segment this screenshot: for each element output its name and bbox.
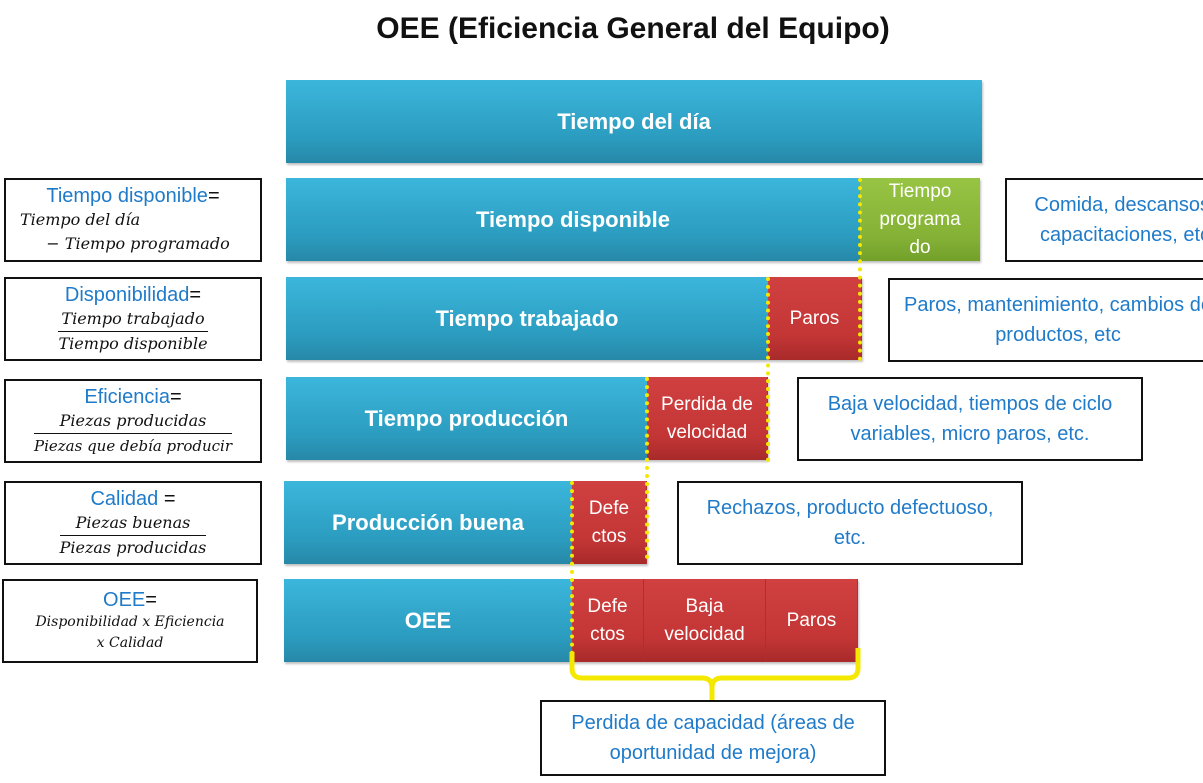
dotted-divider [645,377,649,559]
note-tiempo-programado: Comida, descansos, capacitaciones, etc [1005,178,1203,262]
bar-perdida-velocidad: Perdida de velocidad [647,377,768,460]
bar-oee-baja-velocidad: Baja velocidad [644,579,766,662]
formula-label: OEE [103,589,146,611]
equals-sign: = [158,487,176,510]
formula-label: Eficiencia [84,385,170,408]
bar-tiempo-programado: Tiempo programa do [860,178,980,261]
dotted-divider [766,277,770,462]
formula-numerator: Piezas buenas [75,512,191,532]
note-paros: Paros, mantenimiento, cambios de product… [888,278,1203,362]
formula-numerator: Piezas producidas [59,410,207,430]
equals-sign: = [189,283,202,306]
brace-bracket [569,648,861,702]
bar-tiempo-del-dia: Tiempo del día [286,80,982,163]
bar-tiempo-disponible: Tiempo disponible [286,178,860,261]
formula-line: − Tiempo programado [46,234,230,253]
note-perdida-capacidad: Perdida de capacidad (áreas de oportunid… [540,700,886,776]
formula-denominator: Piezas producidas [59,534,207,560]
dotted-divider [570,481,574,663]
bar-tiempo-trabajado: Tiempo trabajado [286,277,768,360]
formula-label: Calidad [90,487,159,510]
bar-produccion-buena: Producción buena [284,481,572,564]
bar-oee: OEE [284,579,572,662]
formula-oee: OEE= Disponibilidad x Eficiencia x Calid… [2,579,258,663]
formula-calidad: Calidad = Piezas buenas Piezas producida… [4,481,262,565]
bar-oee-defectos: Defe ctos [572,579,644,662]
bar-defectos: Defe ctos [572,481,647,564]
equals-sign: = [207,185,220,207]
formula-label: Disponibilidad [64,283,190,306]
bar-oee-paros: Paros [766,579,858,662]
equals-sign: = [169,385,182,408]
formula-label: Tiempo disponible [46,185,208,207]
formula-line: Disponibilidad x Eficiencia [35,614,225,630]
note-defectos: Rechazos, producto defectuoso, etc. [677,481,1023,565]
formula-disponibilidad: Disponibilidad= Tiempo trabajado Tiempo … [4,277,262,361]
equals-sign: = [145,589,157,611]
formula-line: x Calidad [96,635,164,651]
formula-line: Tiempo del día [20,210,141,229]
formula-denominator: Piezas que debía producir [33,432,232,458]
formula-numerator: Tiempo trabajado [61,308,205,328]
formula-tiempo-disponible: Tiempo disponible= Tiempo del día − Tiem… [4,178,262,262]
formula-denominator: Tiempo disponible [58,330,208,356]
bar-tiempo-produccion: Tiempo producción [286,377,647,460]
dotted-divider [858,178,862,361]
bar-paros: Paros [768,277,862,360]
note-velocidad: Baja velocidad, tiempos de ciclo variabl… [797,377,1143,461]
formula-eficiencia: Eficiencia= Piezas producidas Piezas que… [4,379,262,463]
page-title: OEE (Eficiencia General del Equipo) [376,12,890,45]
